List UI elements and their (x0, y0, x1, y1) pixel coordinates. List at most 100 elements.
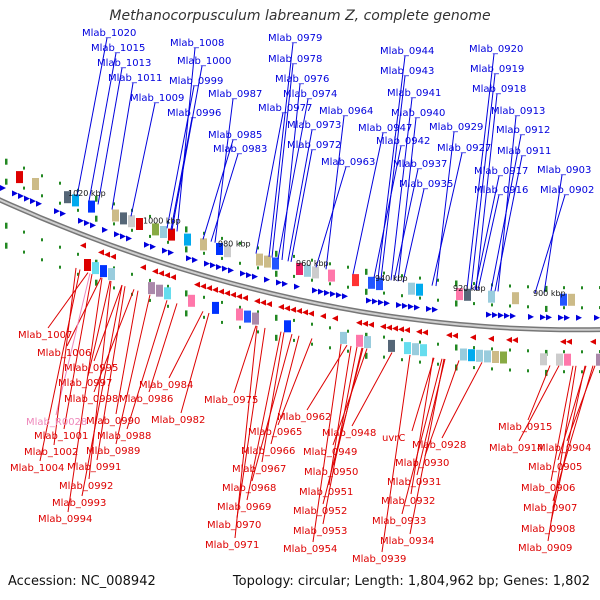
forward-label-line (130, 102, 156, 217)
reverse-label-line (527, 365, 551, 421)
reverse-gene-arrow (140, 264, 146, 271)
forward-label-line (202, 139, 234, 240)
forward-label-line (271, 63, 294, 258)
gene-function-block (216, 243, 223, 255)
forward-gene-arrow (252, 273, 258, 280)
reverse-gene-label: Mlab_0962 (277, 412, 331, 423)
tick-mark (113, 222, 115, 226)
tick-mark (509, 284, 511, 288)
tick-mark (383, 355, 385, 359)
forward-gene-label: Mlab_1011 (108, 73, 162, 84)
forward-gene-label: Mlab_0903 (537, 165, 591, 176)
reverse-gene-arrow (356, 319, 362, 326)
forward-label-line (111, 82, 134, 210)
tick-mark (239, 261, 241, 265)
tick-mark (401, 338, 403, 342)
forward-gene-label: Mlab_0940 (391, 108, 445, 119)
reverse-gene-arrow (218, 288, 224, 295)
gene-function-block (468, 349, 475, 362)
gene-function-block (120, 212, 127, 225)
scale-label: 960 kbp (296, 259, 329, 268)
forward-label-line (352, 132, 384, 275)
gene-function-block (560, 293, 567, 306)
reverse-gene-arrow (230, 291, 236, 298)
gene-function-block (456, 288, 463, 301)
forward-label-line (277, 98, 309, 260)
forward-gene-label: Mlab_0983 (213, 144, 267, 155)
tick-mark (203, 295, 205, 299)
forward-label-line (170, 117, 193, 230)
tick-mark (95, 279, 98, 286)
reverse-gene-arrow (224, 290, 230, 297)
reverse-gene-label: Mlab_0975 (204, 395, 258, 406)
reverse-gene-arrow (380, 323, 386, 330)
tick-mark (77, 272, 79, 276)
reverse-label-line (233, 325, 257, 394)
forward-gene-arrow (150, 243, 156, 250)
forward-gene-arrow (366, 297, 372, 304)
tick-mark (491, 367, 493, 371)
reverse-gene-arrow (404, 327, 410, 334)
reverse-gene-arrow (164, 272, 170, 279)
gene-label-lines (39, 37, 596, 553)
reverse-gene-arrow (566, 338, 572, 345)
forward-label-line (431, 152, 463, 286)
tick-mark (149, 234, 151, 238)
reverse-label-line (63, 274, 93, 430)
reverse-label-line (96, 286, 126, 461)
forward-gene-label: Mlab_0964 (319, 106, 373, 117)
reverse-gene-label: Mlab_0967 (232, 464, 286, 475)
tick-mark (23, 186, 25, 190)
tick-mark (329, 346, 331, 350)
forward-gene-arrow (0, 185, 6, 191)
forward-gene-label: Mlab_0963 (321, 157, 375, 168)
reverse-label-line (126, 300, 168, 430)
reverse-gene-arrow (194, 281, 200, 288)
reverse-gene-label: Mlab_0990 (86, 416, 140, 427)
scale-label: 1000 kbp (143, 216, 181, 225)
reverse-label-line (47, 272, 89, 329)
map-decorations (0, 158, 600, 376)
forward-gene-label: Mlab_0996 (167, 108, 221, 119)
forward-gene-arrow (264, 276, 270, 283)
reverse-label-line (351, 352, 393, 427)
forward-gene-arrow (540, 314, 546, 321)
forward-gene-arrow (426, 305, 432, 312)
tick-mark (491, 303, 493, 307)
tick-mark (383, 335, 385, 339)
reverse-gene-label: Mlab_0932 (381, 496, 435, 507)
forward-gene-label: Mlab_0918 (472, 84, 526, 95)
reverse-gene-label: Mlab_0994 (38, 514, 92, 525)
forward-gene-arrow (594, 314, 600, 321)
forward-label-line (281, 83, 301, 260)
tick-mark (59, 245, 61, 249)
forward-gene-arrow (30, 198, 36, 205)
forward-gene-arrow (396, 302, 402, 309)
gene-function-block (540, 353, 547, 366)
tick-mark (149, 214, 151, 218)
gene-function-block (476, 349, 483, 362)
forward-gene-arrow (558, 314, 564, 321)
reverse-gene-label: Mlab_0931 (387, 477, 441, 488)
gene-function-block (88, 200, 95, 213)
tick-mark (545, 285, 548, 292)
reverse-gene-label: Mlab_0905 (528, 462, 582, 473)
forward-gene-arrow (36, 200, 42, 207)
reverse-gene-arrow (260, 299, 266, 306)
tick-mark (401, 294, 403, 298)
forward-gene-label: Mlab_0942 (376, 136, 430, 147)
reverse-label-line (115, 294, 151, 445)
gene-function-block (312, 266, 319, 279)
reverse-gene-label: Mlab_R0028 (26, 417, 87, 428)
forward-gene-arrow (102, 226, 108, 233)
reverse-label-line (328, 345, 352, 486)
tick-mark (149, 278, 151, 282)
reverse-label-line (322, 347, 364, 505)
forward-label-line (377, 55, 406, 279)
gene-function-block (460, 348, 467, 361)
forward-label-line (373, 145, 402, 278)
forward-gene-arrow (324, 289, 330, 296)
forward-gene-arrow (408, 303, 414, 310)
tick-mark (41, 174, 43, 178)
